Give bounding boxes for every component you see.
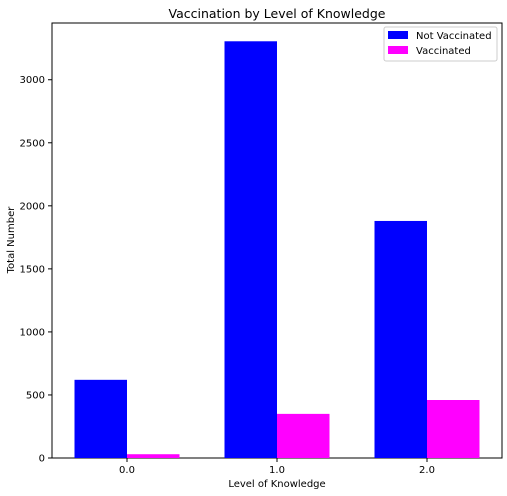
y-tick-label-1000: 1000 xyxy=(20,327,45,338)
legend-label-vaccinated: Vaccinated xyxy=(416,46,471,57)
x-axis-label: Level of Knowledge xyxy=(228,479,325,490)
legend-box xyxy=(383,26,498,62)
y-tick-label-2000: 2000 xyxy=(20,201,45,212)
legend-swatch-not-vaccinated xyxy=(388,31,408,39)
x-tick-label-2-0: 2.0 xyxy=(419,465,435,476)
legend: Not Vaccinated Vaccinated xyxy=(383,26,498,62)
x-tick-label-0-0: 0.0 xyxy=(119,465,135,476)
chart-title: Vaccination by Level of Knowledge xyxy=(169,6,386,21)
bar-not-vaccinated-2-0 xyxy=(374,220,427,458)
bar-vaccinated-2-0 xyxy=(427,400,480,458)
x-axis: 0.0 1.0 2.0 xyxy=(119,458,435,476)
legend-label-not-vaccinated: Not Vaccinated xyxy=(416,31,492,42)
bar-not-vaccinated-1-0 xyxy=(224,41,277,459)
y-tick-label-0: 0 xyxy=(39,454,45,465)
y-tick-label-500: 500 xyxy=(26,390,45,401)
y-tick-label-3000: 3000 xyxy=(20,75,45,86)
y-tick-label-1500: 1500 xyxy=(20,264,45,275)
bar-vaccinated-0-0 xyxy=(127,454,180,458)
bar-vaccinated-1-0 xyxy=(277,413,330,458)
legend-swatch-vaccinated xyxy=(388,46,408,54)
bar-not-vaccinated-0-0 xyxy=(74,379,127,458)
y-axis: 0 500 1000 1500 2000 2500 3000 xyxy=(20,75,52,465)
x-tick-label-1-0: 1.0 xyxy=(269,465,285,476)
y-axis-label: Total Number xyxy=(6,206,17,275)
y-tick-label-2500: 2500 xyxy=(20,138,45,149)
bars-layer xyxy=(74,41,480,459)
